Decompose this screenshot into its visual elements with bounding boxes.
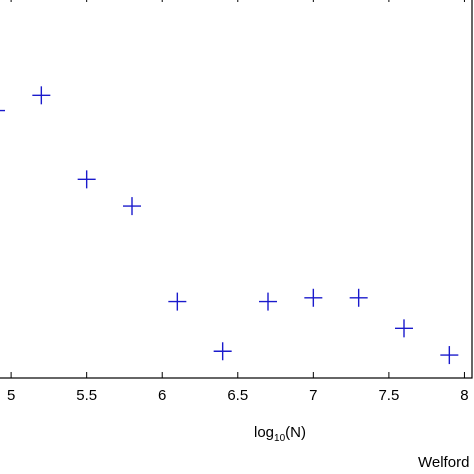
x-tick-label: 5: [7, 387, 15, 404]
x-tick-label: 5.5: [76, 387, 97, 404]
data-point: [168, 292, 187, 311]
data-point: [77, 170, 96, 189]
x-tick-label: 8: [460, 387, 468, 404]
x-tick-label: 6.5: [227, 387, 248, 404]
x-axis-label-subscript: 10: [274, 433, 286, 444]
x-tick-label: 6: [158, 387, 166, 404]
data-point: [0, 109, 5, 112]
plot-frame: [0, 0, 473, 379]
data-points: [0, 86, 459, 365]
x-tick-label: 7: [309, 387, 317, 404]
x-tick-label: 7.5: [378, 387, 399, 404]
data-point: [440, 346, 459, 365]
x-ticks: 5 5.5 6 6.5 7 7.5 8: [7, 0, 469, 404]
caption-text: Welford: [418, 454, 469, 471]
x-axis-label-tail: (N): [285, 424, 306, 441]
x-axis-label-base: log: [254, 424, 274, 441]
data-point: [32, 86, 51, 105]
data-point: [123, 197, 141, 216]
data-point: [395, 319, 413, 338]
data-point: [349, 288, 368, 307]
x-axis-label: log10(N): [254, 424, 306, 444]
data-point: [213, 342, 232, 361]
plot-axes: [0, 0, 473, 379]
data-point: [304, 288, 323, 307]
data-point: [259, 292, 277, 311]
